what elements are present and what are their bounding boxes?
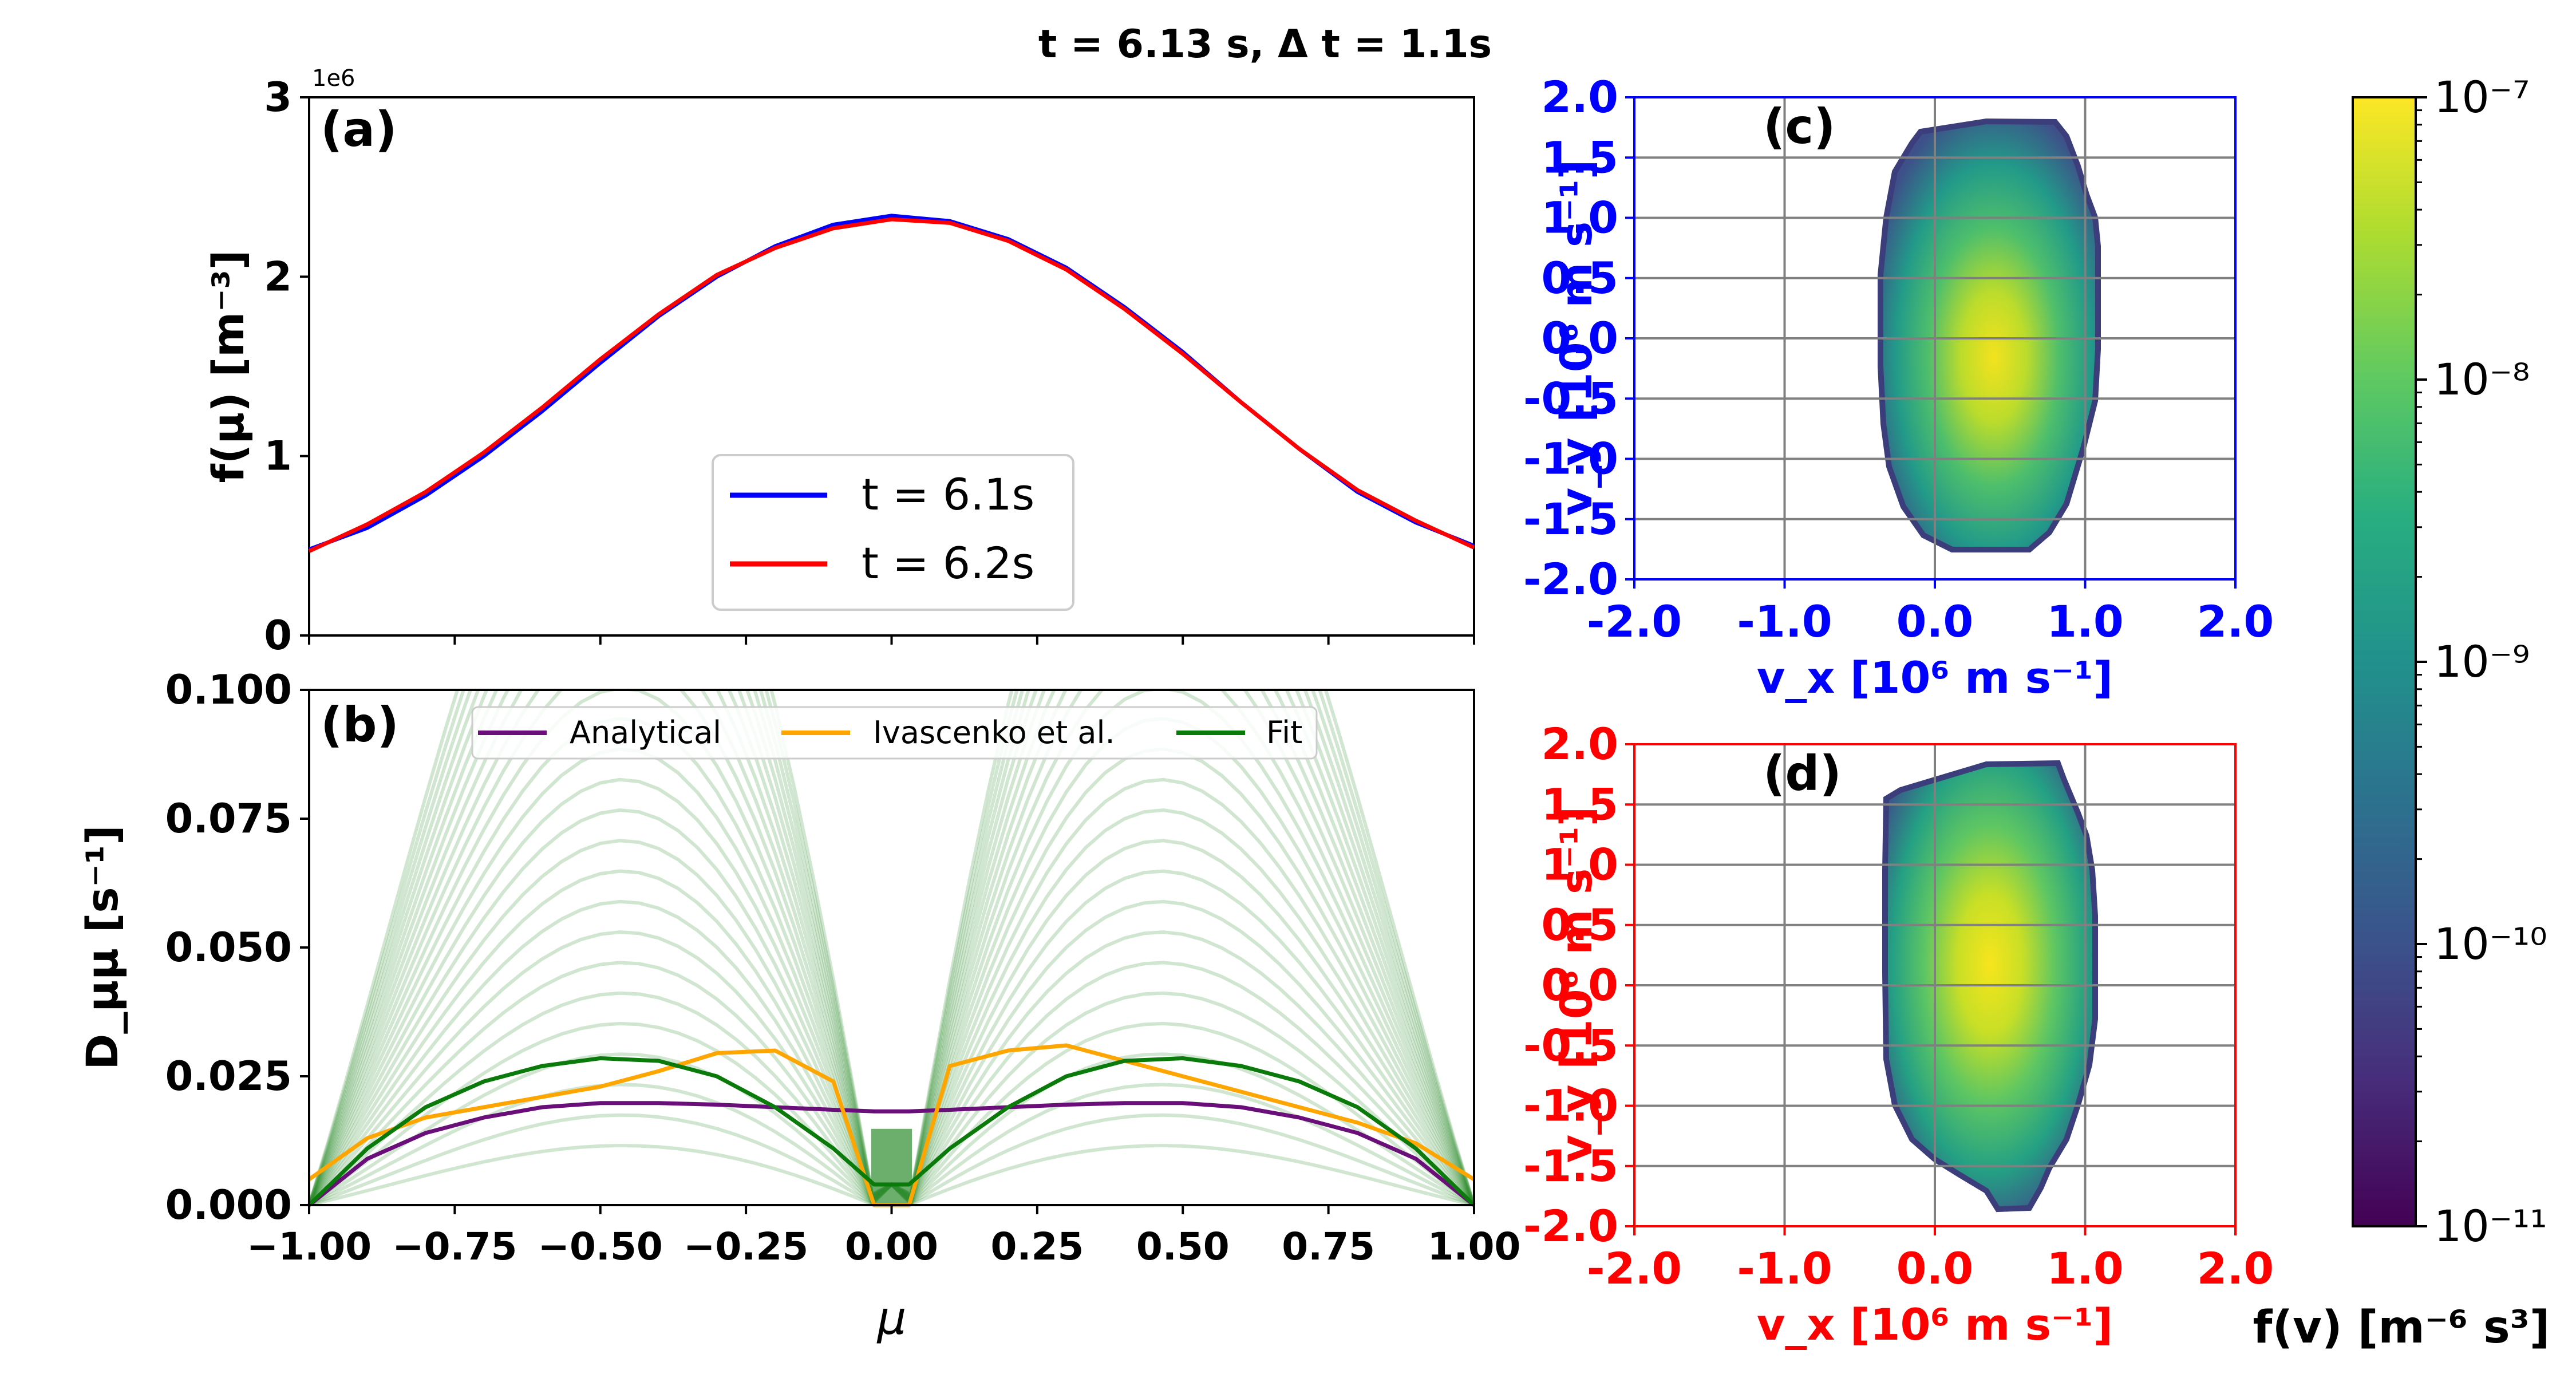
panel-d-ticks: -2.0 -1.5 -1.0 -0.5 0.0 0.5 1.0 1.5 2.0 -2.0 -1.0 0… (1523, 718, 2274, 1294)
y-tick-label: -1.0 (1523, 433, 1618, 484)
panel-a-ylabel: f(μ) [m⁻³] (203, 250, 254, 483)
x-tick-label: −0.75 (392, 1225, 517, 1269)
x-tick-label: 1.0 (2046, 596, 2124, 647)
x-tick-label: 0.0 (1897, 596, 1974, 647)
colorbar: 10⁻⁷ 10⁻⁸ 10⁻⁹ 10⁻¹⁰ 10⁻¹¹ f(v) [m⁻⁶ s³] (2253, 72, 2550, 1353)
envelope-curve (309, 690, 1474, 1205)
x-tick-label: 0.75 (1282, 1225, 1375, 1269)
y-tick-label: 1.0 (1541, 839, 1618, 890)
panel-d: -2.0 -1.5 -1.0 -0.5 0.0 0.5 1.0 1.5 2.0 -2.0 -1.0 0… (1523, 718, 2274, 1350)
panel-d-ylabel: v_y [10⁶ m s⁻¹] (1551, 807, 1602, 1163)
x-tick-label: -1.0 (1737, 1243, 1832, 1294)
x-tick-label: 0.50 (1136, 1225, 1230, 1269)
panel-b: −1.00 −0.75 −0.50 −0.25 0.00 0.25 0.50 0.75 1.00… (77, 666, 1521, 1345)
y-tick-label: 0.0 (1541, 313, 1618, 364)
y-tick-label: -2.0 (1523, 1201, 1618, 1251)
y-tick-label: 2 (264, 253, 292, 300)
x-tick-label: 0.00 (845, 1225, 938, 1269)
y-tick-label: 0.050 (165, 924, 292, 971)
y-tick-label: -1.5 (1523, 493, 1618, 544)
x-tick-label: 0.25 (990, 1225, 1084, 1269)
legend-label-fit: Fit (1266, 714, 1302, 751)
colorbar-tick-label: 10⁻⁹ (2434, 636, 2530, 687)
series-line-Fit (307, 1056, 1476, 1207)
colorbar-tick-label: 10⁻⁷ (2434, 72, 2530, 123)
panel-a-legend: t = 6.1s t = 6.2s (712, 454, 1074, 611)
x-tick-label: 0.0 (1897, 1243, 1974, 1294)
panel-c-ticks: -2.0 -1.5 -1.0 -0.5 0.0 0.5 1.0 1.5 2.0 -2.0 -1.0 0… (1523, 72, 2274, 647)
panel-a-label: (a) (321, 101, 397, 157)
x-tick-label: -2.0 (1587, 1243, 1682, 1294)
legend-label-t61: t = 6.1s (862, 469, 1034, 520)
x-tick-label: 2.0 (2197, 1243, 2274, 1294)
y-tick-label: 0.100 (165, 666, 292, 713)
y-tick-label: 2.0 (1541, 718, 1618, 769)
legend-box (471, 706, 1318, 760)
panel-d-grid (1633, 743, 2237, 1227)
y-tick-label: -1.5 (1523, 1140, 1618, 1191)
panel-a: 0 1 2 3 (a) 1e6 f(μ) [m⁻³] t = 6.1s t = 6.2… (203, 65, 1475, 659)
y-tick-label: 1.5 (1541, 132, 1618, 183)
colorbar-gradient (2352, 96, 2417, 1227)
panel-b-xlabel: μ (876, 1292, 907, 1345)
x-tick-label: −0.25 (683, 1225, 808, 1269)
envelope-center-block (871, 1128, 912, 1205)
y-tick-label: 0.5 (1541, 252, 1618, 303)
x-tick-label: 1.0 (2046, 1243, 2124, 1294)
x-tick-label: 1.00 (1428, 1225, 1521, 1269)
y-tick-label: 0.000 (165, 1182, 292, 1229)
x-tick-label: 2.0 (2197, 596, 2274, 647)
panel-d-label: (d) (1763, 745, 1842, 802)
colorbar-tick-label: 10⁻¹¹ (2434, 1201, 2547, 1251)
y-tick-label: -0.5 (1523, 373, 1618, 424)
panel-a-lines (308, 214, 1475, 553)
panel-c-grid (1633, 96, 2237, 581)
panel-b-legend: Analytical Ivascenko et al. Fit (471, 706, 1318, 760)
y-tick-label: 2.0 (1541, 72, 1618, 123)
series-line-Analytical (307, 1101, 1476, 1207)
x-tick-label: −0.50 (538, 1225, 663, 1269)
panel-c-ylabel: v_y [10⁶ m s⁻¹] (1551, 160, 1602, 516)
panel-c-xlabel: v_x [10⁶ m s⁻¹] (1757, 652, 2113, 703)
legend-label-t62: t = 6.2s (862, 538, 1034, 589)
y-tick-label: 0.5 (1541, 899, 1618, 950)
x-tick-label: -1.0 (1737, 596, 1832, 647)
y-tick-label: 3 (264, 74, 292, 121)
panel-d-xlabel: v_x [10⁶ m s⁻¹] (1757, 1299, 2113, 1350)
panel-a-ticks: 0 1 2 3 (264, 74, 1475, 659)
y-tick-label: -0.5 (1523, 1020, 1618, 1071)
y-tick-label: 1 (264, 433, 292, 480)
series-line-t62s (308, 217, 1475, 553)
panel-c-label: (c) (1763, 98, 1836, 155)
panel-c-heatmap (1878, 118, 2101, 552)
panel-b-label: (b) (321, 697, 399, 753)
y-tick-label: 0.0 (1541, 960, 1618, 1010)
colorbar-label: f(v) [m⁻⁶ s³] (2253, 1302, 2550, 1353)
panel-b-ylabel: D_μμ [s⁻¹] (77, 825, 128, 1070)
panel-a-offset-text: 1e6 (312, 65, 355, 92)
colorbar-tick-label: 10⁻¹⁰ (2434, 918, 2547, 969)
y-tick-label: -1.0 (1523, 1080, 1618, 1131)
legend-label-ivascenko: Ivascenko et al. (873, 714, 1115, 751)
y-tick-label: 1.5 (1541, 779, 1618, 830)
figure-title: t = 6.13 s, Δ t = 1.1s (1038, 22, 1492, 67)
x-tick-label: −1.00 (247, 1225, 372, 1269)
legend-label-analytical: Analytical (570, 714, 721, 751)
colorbar-tick-label: 10⁻⁸ (2434, 354, 2530, 405)
y-tick-label: -2.0 (1523, 554, 1618, 605)
y-tick-label: 0 (264, 612, 292, 659)
y-tick-label: 0.025 (165, 1053, 292, 1100)
x-tick-label: -2.0 (1587, 596, 1682, 647)
y-tick-label: 0.075 (165, 795, 292, 842)
colorbar-ticks: 10⁻⁷ 10⁻⁸ 10⁻⁹ 10⁻¹⁰ 10⁻¹¹ (2416, 72, 2547, 1251)
y-tick-label: 1.0 (1541, 192, 1618, 243)
panel-c: -2.0 -1.5 -1.0 -0.5 0.0 0.5 1.0 1.5 2.0 -2.0 -1.0 0… (1523, 72, 2274, 703)
panel-b-ticks: −1.00 −0.75 −0.50 −0.25 0.00 0.25 0.50 0.75 1.00… (165, 666, 1521, 1269)
